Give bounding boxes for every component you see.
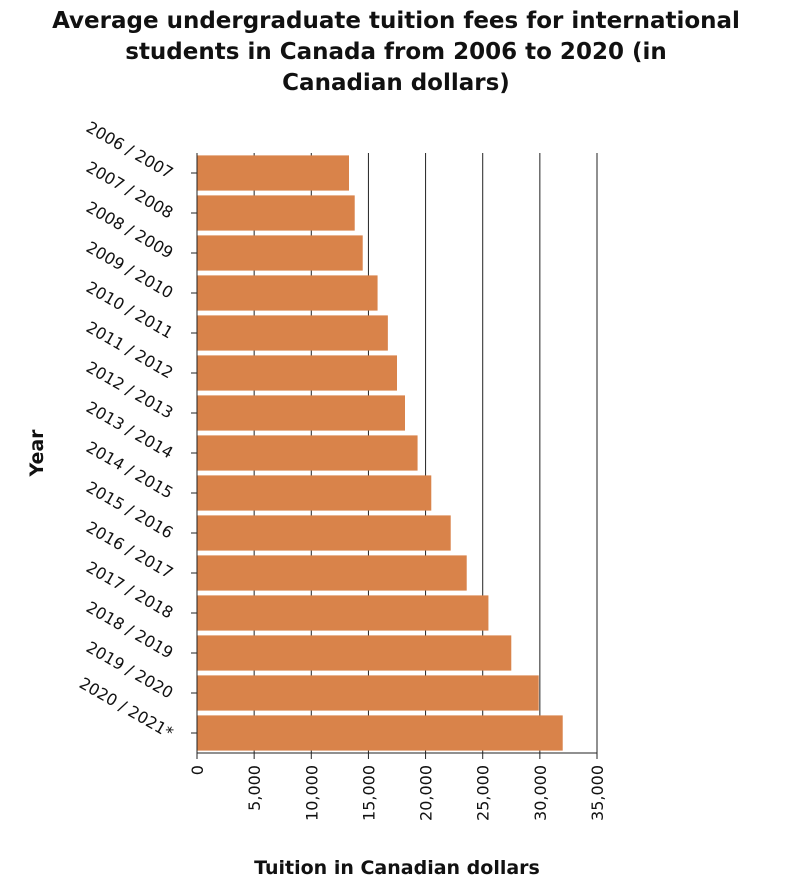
chart-title-line-3: Canadian dollars) (282, 70, 510, 96)
x-tick-label: 5,000 (245, 765, 264, 811)
x-tick-label: 25,000 (474, 765, 493, 821)
axes (191, 153, 598, 759)
bar (197, 715, 563, 751)
x-axis-label: Tuition in Canadian dollars (254, 857, 540, 879)
bar (197, 515, 451, 551)
bar (197, 475, 432, 511)
x-tick-label: 15,000 (359, 765, 378, 821)
bar (197, 275, 378, 311)
x-tick-label: 0 (188, 765, 207, 775)
x-tick-label: 35,000 (588, 765, 607, 821)
bar (197, 555, 467, 591)
bar (197, 675, 539, 711)
bar (197, 235, 363, 271)
chart-title-line-2: students in Canada from 2006 to 2020 (in (125, 39, 667, 65)
chart-title-line-1: Average undergraduate tuition fees for i… (52, 8, 740, 34)
bars (197, 155, 563, 751)
bar (197, 435, 418, 471)
bar (197, 355, 397, 391)
x-tick-labels: 0 5,000 10,000 15,000 20,000 25,000 30,000 35,0… (188, 765, 607, 821)
x-tick-label: 10,000 (302, 765, 321, 821)
bar (197, 195, 355, 231)
bar (197, 595, 489, 631)
x-tick-label: 20,000 (417, 765, 436, 821)
bar (197, 395, 405, 431)
y-axis-label: Year (26, 429, 48, 478)
bar (197, 155, 349, 191)
bar (197, 635, 512, 671)
bar (197, 315, 388, 351)
x-tick-label: 30,000 (531, 765, 550, 821)
